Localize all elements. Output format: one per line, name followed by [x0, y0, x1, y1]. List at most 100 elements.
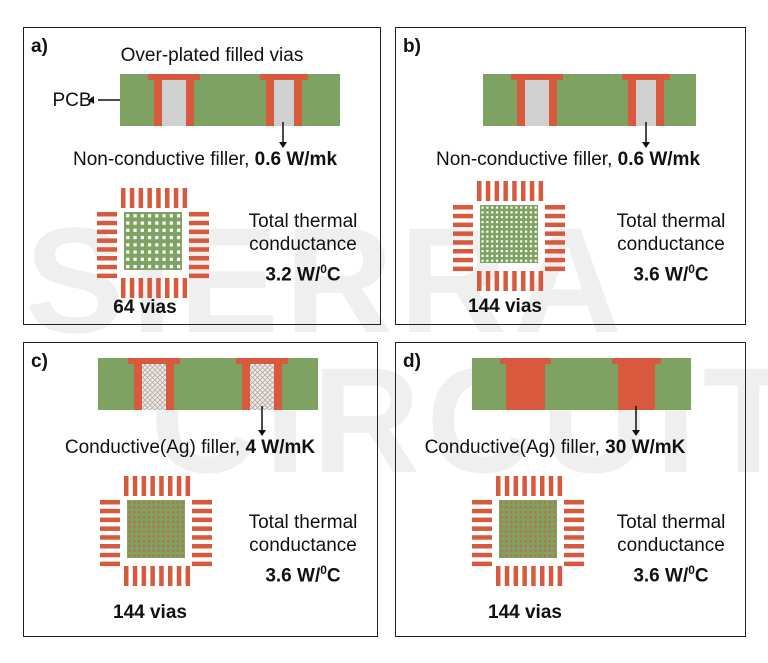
conductance-unit: C	[326, 565, 341, 587]
thermal-via	[510, 225, 513, 228]
thermal-via	[162, 525, 165, 528]
filler-label: Conductive(Ag) filler, 30 W/mK	[425, 438, 686, 457]
thermal-via	[524, 240, 528, 243]
thermal-via	[505, 554, 508, 557]
thermal-via	[510, 520, 513, 523]
thermal-via	[548, 540, 551, 543]
thermal-via	[147, 540, 150, 543]
thermal-via	[481, 245, 484, 248]
thermal-via	[138, 540, 141, 543]
panel-title: Over-plated filled vias	[120, 45, 304, 66]
thermal-via	[147, 535, 150, 538]
thermal-via	[491, 225, 494, 228]
thermal-via	[515, 206, 518, 209]
thermal-via	[171, 549, 175, 552]
thermal-via	[133, 257, 137, 261]
thermal-via	[486, 249, 489, 253]
thermal-via	[155, 221, 159, 225]
thermal-via	[548, 544, 551, 548]
thermal-via	[181, 511, 184, 514]
thermal-via	[155, 264, 159, 269]
conductance-label-line1: Total thermal	[248, 211, 358, 232]
thermal-via	[534, 206, 537, 209]
thermal-via	[505, 511, 508, 514]
thermal-via	[500, 240, 503, 243]
thermal-via	[181, 540, 184, 543]
thermal-via	[495, 230, 499, 233]
thermal-via	[128, 530, 131, 533]
conductance-unit: C	[694, 565, 709, 587]
thermal-via	[133, 540, 136, 543]
thermal-via	[495, 206, 499, 209]
thermal-via	[138, 535, 141, 538]
thermal-via	[524, 544, 527, 548]
thermal-via	[510, 530, 513, 533]
thermal-via	[514, 535, 518, 538]
thermal-via	[176, 214, 181, 218]
thermal-via	[138, 544, 141, 548]
thermal-via	[126, 264, 130, 269]
thermal-via	[520, 254, 523, 257]
thermal-via	[510, 245, 513, 248]
thermal-via	[529, 254, 532, 257]
conductance-value: 3.6 W/0C	[633, 263, 708, 284]
via-count: 144 vias	[113, 602, 187, 623]
conductance-number: 3.6 W/	[265, 565, 321, 587]
thermal-via	[515, 245, 518, 248]
thermal-via	[140, 228, 144, 232]
thermal-via	[500, 216, 503, 219]
thermal-via	[524, 549, 527, 552]
thermal-via	[515, 254, 518, 257]
thermal-via	[162, 243, 166, 247]
thermal-via	[181, 515, 184, 519]
thermal-via	[524, 554, 527, 557]
thermal-via	[142, 530, 146, 533]
filler-conductivity: 4 W/mK	[245, 437, 316, 458]
thermal-via	[529, 240, 532, 243]
thermal-via	[505, 220, 508, 224]
thermal-via	[176, 228, 181, 232]
thermal-via	[505, 249, 508, 253]
thermal-via	[500, 549, 503, 552]
thermal-via	[157, 530, 160, 533]
degree-superscript: 0	[688, 262, 695, 276]
thermal-via	[481, 240, 484, 243]
thermal-via	[147, 544, 150, 548]
thermal-via	[524, 259, 528, 262]
thermal-via	[524, 230, 528, 233]
thermal-via	[486, 230, 489, 233]
thermal-via	[543, 515, 547, 519]
thermal-via	[142, 544, 146, 548]
thermal-via	[169, 243, 173, 247]
thermal-via	[157, 544, 160, 548]
thermal-via	[534, 216, 537, 219]
panel-label: c)	[31, 351, 48, 372]
thermal-via	[128, 511, 131, 514]
thermal-via	[500, 235, 503, 238]
conductance-label-line1: Total thermal	[616, 512, 726, 533]
thermal-via	[514, 544, 518, 548]
thermal-via	[133, 549, 136, 552]
thermal-via	[534, 211, 537, 214]
thermal-via	[548, 511, 551, 514]
thermal-via	[167, 506, 170, 509]
thermal-via	[171, 530, 175, 533]
qfp-footprint	[100, 476, 212, 586]
thermal-via	[147, 515, 150, 519]
thermal-via	[152, 525, 155, 528]
thermal-via	[142, 501, 146, 504]
via	[500, 358, 551, 410]
thermal-via	[162, 544, 165, 548]
thermal-via	[157, 501, 160, 504]
thermal-via	[486, 235, 489, 238]
thermal-via	[176, 520, 179, 523]
thermal-via	[171, 544, 175, 548]
filler-arrowhead	[279, 142, 287, 148]
thermal-via	[514, 540, 518, 543]
thermal-via	[519, 501, 522, 504]
thermal-via	[520, 216, 523, 219]
via	[148, 74, 200, 126]
thermal-via	[142, 540, 146, 543]
thermal-via	[553, 554, 556, 557]
thermal-via	[126, 235, 130, 240]
